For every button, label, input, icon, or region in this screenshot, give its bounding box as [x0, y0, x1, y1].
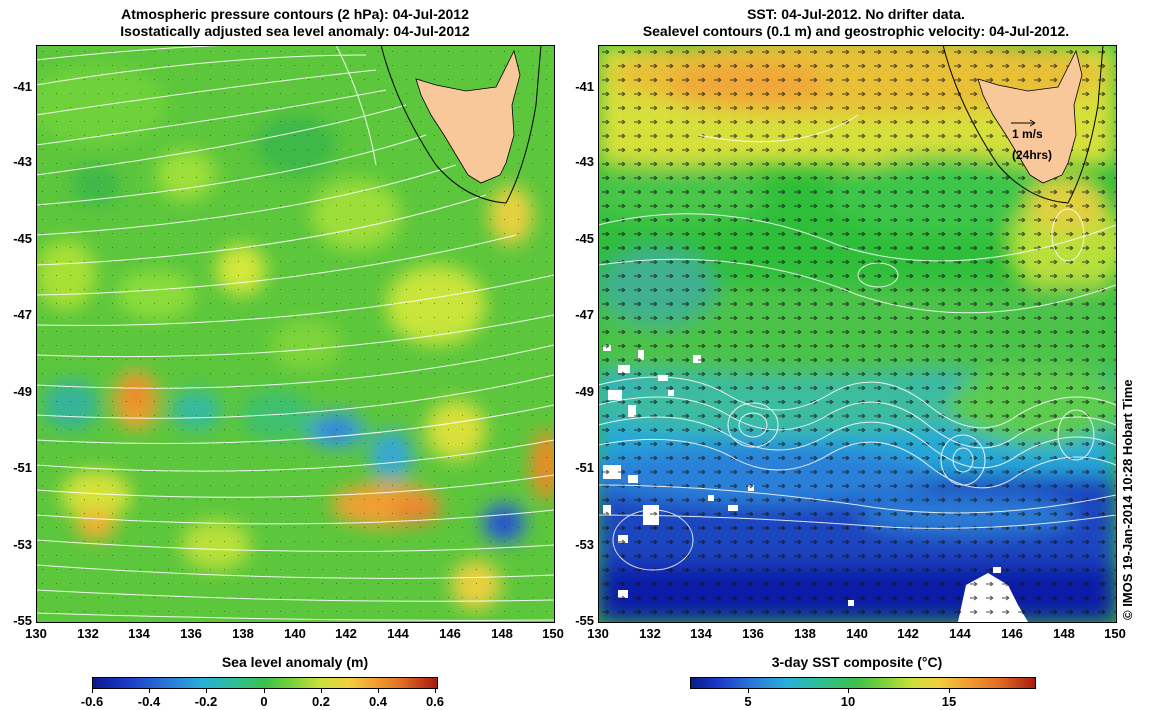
left-title-line1: Atmospheric pressure contours (2 hPa): 0… [121, 6, 469, 22]
lon-label: 132 [77, 626, 99, 641]
lat-label: -41 [13, 79, 32, 94]
tasmania-landmass-sst [942, 45, 1104, 204]
velocity-legend-speed: 1 m/s [1012, 127, 1043, 141]
lat-label: -51 [575, 460, 594, 475]
lon-label: 134 [690, 626, 712, 641]
imos-credit: © IMOS 19-Jan-2014 10:28 Hobart Time [1120, 379, 1135, 620]
lat-label: -55 [13, 613, 32, 628]
lat-label: -55 [575, 613, 594, 628]
sst-map[interactable] [598, 45, 1116, 622]
lon-label: 148 [1053, 626, 1075, 641]
lon-label: 136 [180, 626, 202, 641]
sst-colorbar-tick: 10 [840, 694, 856, 709]
lat-label: -43 [13, 154, 32, 169]
lon-label: 140 [284, 626, 306, 641]
lat-label: -45 [575, 231, 594, 246]
tasmania-landmass [380, 45, 542, 204]
lon-label: 132 [639, 626, 661, 641]
lat-label: -47 [575, 307, 594, 322]
sst-colorbar [690, 677, 1036, 689]
lon-label: 142 [897, 626, 919, 641]
sla-colorbar [92, 677, 438, 689]
sla-colorbar-tick: -0.2 [194, 694, 218, 709]
lat-label: -51 [13, 460, 32, 475]
lat-label: -53 [13, 537, 32, 552]
right-title: SST: 04-Jul-2012. No drifter data. Seale… [556, 6, 1150, 40]
lat-label: -49 [575, 384, 594, 399]
lon-label: 130 [25, 626, 47, 641]
lat-label: -47 [13, 307, 32, 322]
lon-label: 144 [949, 626, 971, 641]
right-title-line1: SST: 04-Jul-2012. No drifter data. [747, 6, 965, 22]
sla-axis-title: Sea level anomaly (m) [221, 654, 369, 670]
lon-label: 134 [128, 626, 150, 641]
lon-label: 144 [387, 626, 409, 641]
sla-colorbar-tick: 0.2 [311, 694, 331, 709]
sealevel-contours [598, 114, 1116, 571]
lon-label: 146 [439, 626, 461, 641]
sla-colorbar-tick: 0.4 [368, 694, 388, 709]
pressure-contours [36, 45, 554, 621]
lon-label: 146 [1001, 626, 1023, 641]
sla-colorbar-tick: 0.6 [425, 694, 445, 709]
lat-label: -43 [575, 154, 594, 169]
sla-map-border [36, 45, 555, 623]
sst-colorbar-tick: 5 [744, 694, 752, 709]
velocity-legend-duration: (24hrs) [1012, 148, 1053, 162]
lat-label: -41 [575, 79, 594, 94]
sla-map[interactable] [36, 45, 554, 622]
left-title: Atmospheric pressure contours (2 hPa): 0… [36, 6, 554, 40]
lat-label: -45 [13, 231, 32, 246]
lon-label: 150 [1104, 626, 1126, 641]
left-title-line2: Isostatically adjusted sea level anomaly… [120, 23, 470, 39]
velocity-legend-arrow [1011, 119, 1036, 127]
sla-colorbar-tick: 0 [260, 694, 268, 709]
lon-label: 130 [587, 626, 609, 641]
sst-map-border [598, 45, 1117, 623]
lon-label: 148 [491, 626, 513, 641]
right-title-line2: Sealevel contours (0.1 m) and geostrophi… [642, 23, 1070, 39]
lat-label: -53 [575, 537, 594, 552]
lat-label: -49 [13, 384, 32, 399]
sst-axis-title: 3-day SST composite (°C) [771, 654, 943, 670]
lon-label: 142 [335, 626, 357, 641]
sla-colorbar-tick: -0.6 [80, 694, 104, 709]
lon-label: 138 [232, 626, 254, 641]
sla-colorbar-tick: -0.4 [137, 694, 161, 709]
lon-label: 138 [794, 626, 816, 641]
lon-label: 150 [542, 626, 564, 641]
lon-label: 140 [846, 626, 868, 641]
sst-colorbar-tick: 15 [941, 694, 957, 709]
lon-label: 136 [742, 626, 764, 641]
